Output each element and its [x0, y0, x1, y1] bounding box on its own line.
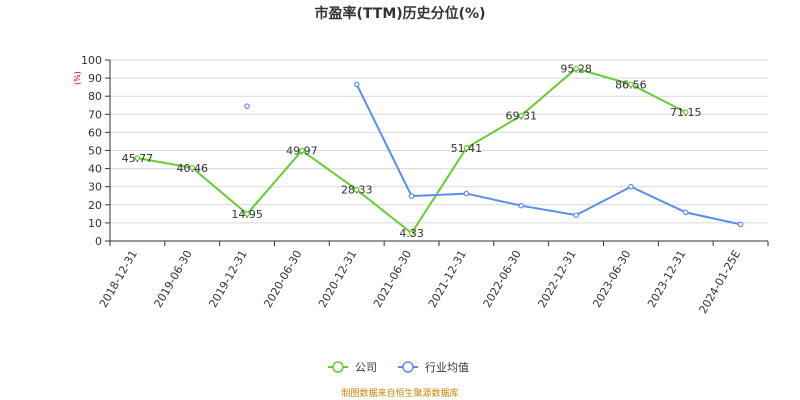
data-point: [573, 212, 579, 218]
data-point: [463, 190, 470, 197]
data-point: [628, 183, 634, 190]
x-tick-label: 2019-06-30: [152, 248, 195, 310]
x-axis-ticks: 2018-12-31 2019-06-30 2019-12-31 2020-06-30…: [97, 241, 769, 316]
x-tick-label: 2022-06-30: [481, 248, 524, 310]
y-axis-unit: (%): [73, 71, 82, 85]
data-label: 95.28: [560, 63, 592, 76]
legend-marker-industry: [402, 361, 414, 373]
series-0: [134, 65, 689, 236]
data-label: 45.77: [122, 152, 154, 165]
legend-item-industry[interactable]: 行业均值: [398, 361, 469, 374]
data-point: [408, 193, 415, 199]
data-point: [299, 147, 305, 154]
x-tick-label: 2023-06-30: [590, 248, 633, 310]
x-tick-label: 2024-01-25E: [696, 248, 743, 316]
data-point: [408, 230, 415, 236]
series-line: [355, 83, 741, 226]
x-tick-label: 2020-06-30: [261, 248, 304, 310]
data-point: [682, 109, 689, 116]
y-tick-label: 60: [88, 126, 102, 139]
data-point: [353, 186, 360, 193]
legend-marker-company: [332, 361, 344, 373]
data-point: [682, 209, 689, 216]
x-tick-label: 2019-12-31: [206, 248, 249, 310]
data-label: 40.46: [177, 162, 209, 175]
data-label: 14.95: [231, 208, 263, 221]
data-point: [463, 145, 470, 151]
y-tick-label: 70: [88, 108, 102, 121]
y-tick-label: 100: [81, 54, 102, 67]
y-tick-label: 40: [88, 163, 102, 176]
x-tick-label: 2021-12-31: [426, 248, 469, 310]
data-point: [628, 81, 634, 88]
x-tick-label: 2018-12-31: [97, 248, 140, 310]
grid-lines: [110, 59, 768, 224]
legend-item-company[interactable]: 公司: [328, 361, 377, 374]
series-group: [134, 65, 744, 236]
data-point: [244, 103, 250, 109]
data-point: [573, 65, 579, 72]
data-label: 69.31: [506, 110, 538, 123]
data-point: [244, 211, 250, 217]
y-axis-ticks: 0 10 20 30 40 50 60 70 80 90 100: [81, 54, 110, 248]
data-label: 86.56: [615, 78, 647, 91]
data-point: [518, 112, 525, 119]
y-tick-label: 20: [88, 199, 102, 212]
data-point: [737, 221, 744, 228]
data-label: 51.41: [451, 142, 483, 155]
data-point: [353, 81, 360, 88]
y-tick-label: 90: [88, 72, 102, 85]
source-note: 制图数据来自恒生聚源数据库: [341, 387, 458, 399]
y-tick-label: 50: [88, 145, 102, 158]
legend-label-company: 公司: [355, 361, 377, 374]
y-tick-label: 80: [88, 90, 102, 103]
data-label: 71.15: [670, 106, 702, 119]
legend: 公司 行业均值: [328, 361, 469, 374]
data-point: [189, 164, 196, 171]
data-label: 49.97: [286, 145, 318, 158]
series-1: [244, 81, 744, 228]
y-tick-label: 10: [88, 217, 102, 230]
y-tick-label: 0: [95, 235, 102, 248]
y-tick-label: 30: [88, 181, 102, 194]
x-tick-label: 2021-06-30: [371, 248, 414, 310]
x-tick-label: 2023-12-31: [645, 248, 688, 310]
legend-label-industry: 行业均值: [425, 361, 469, 374]
data-point: [518, 202, 525, 209]
data-label: 4.33: [399, 227, 424, 240]
data-labels: 45.77 40.46 14.95 49.97 28.33 4.33 51.41 69.31 9…: [122, 63, 702, 241]
chart-title: 市盈率(TTM)历史分位(%): [315, 5, 486, 22]
x-tick-label: 2020-12-31: [316, 248, 359, 310]
data-point: [134, 155, 141, 161]
data-label: 28.33: [341, 184, 373, 197]
x-tick-label: 2022-12-31: [535, 248, 578, 310]
